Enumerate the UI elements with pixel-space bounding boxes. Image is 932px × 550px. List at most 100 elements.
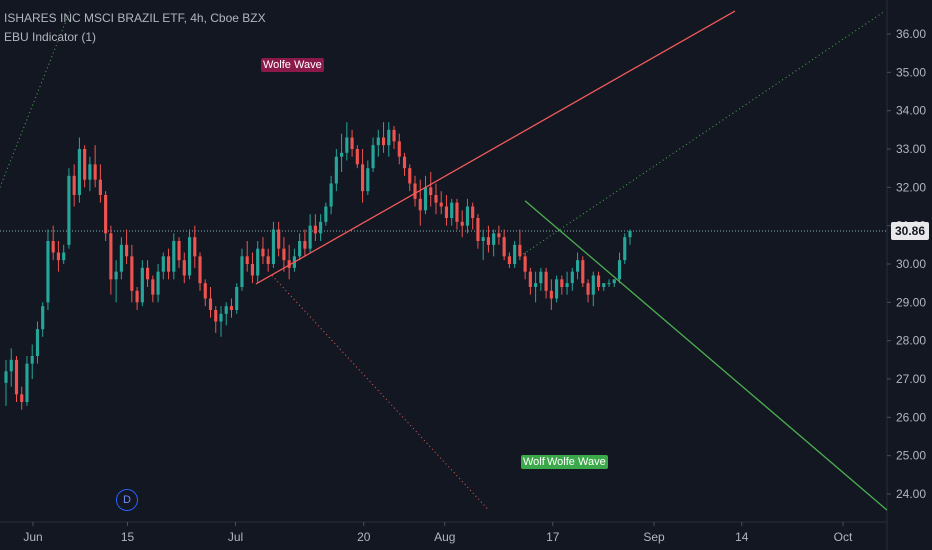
candle-body [423,187,428,211]
candle-body [193,237,197,257]
time-axis-label: Oct [834,530,853,544]
time-axis-label: Jul [228,530,243,544]
candle-body [460,221,464,226]
candle-body [214,310,218,322]
candle-body [203,283,207,299]
candle-body [56,252,61,261]
price-axis-label: 28.00 [896,334,926,348]
wolfe-line-green [524,200,888,511]
price-axis-label: 30.00 [896,257,926,271]
candle-body [507,256,511,265]
time-axis-label: Jun [23,530,42,544]
price-axis-label: 36.00 [896,27,926,41]
candle-body [444,206,449,219]
candle-body [570,271,574,284]
candle-body [146,267,150,280]
candle-body [256,248,260,276]
price-axis-label: 26.00 [896,410,926,424]
candle-body [319,221,323,234]
candle-body [41,306,45,330]
candle-body [229,306,234,311]
candle-body [518,244,522,257]
candle-body [402,156,407,169]
candle-body [465,206,470,226]
candle-body [30,356,34,364]
candle-body [381,137,386,146]
candle-body [298,241,302,257]
candle-body [67,175,71,245]
candle-body [177,241,181,261]
candle-body [182,260,186,276]
chart-title: ISHARES INC MSCI BRAZIL ETF, 4h, Cboe BZ… [4,11,266,25]
candle-body [350,137,354,150]
candle-body [481,237,485,242]
candle-body [88,164,92,180]
candle-body [334,156,338,184]
candle-body [14,359,19,395]
candle-body [513,244,517,265]
candle-body [612,279,616,284]
candle-body [83,149,87,180]
candle-body [366,168,370,192]
candle-body [387,129,391,146]
candle-body [303,241,307,249]
candle-body [161,256,165,272]
time-axis-label: 15 [121,530,135,544]
wolfe-wave-label-top: Wolfe Wave [261,58,324,72]
dividend-badge[interactable]: D [116,489,138,511]
candle-body [418,198,422,211]
candle-body [497,233,501,238]
candle-body [219,313,223,322]
candle-body [245,256,249,265]
candle-body [140,267,144,303]
price-axis-label: 25.00 [896,449,926,463]
candle-body [235,287,239,311]
candle-body [528,271,532,288]
candle-body [492,233,496,245]
candle-body [450,202,454,219]
price-axis-label: 29.00 [896,295,926,309]
time-axis-label: 20 [357,530,371,544]
wolfe-dotted-line-red [271,275,489,510]
price-axis-label: 27.00 [896,372,926,386]
candle-body [4,371,8,383]
wolfe-dotted-line-green [519,10,886,257]
candle-body [224,306,228,314]
candle-body [586,283,590,295]
candle-body [135,290,139,303]
candle-body [596,275,601,288]
candle-body [429,187,433,196]
candle-body [266,256,270,265]
candle-body [575,260,580,272]
last-price-label: 30.86 [891,222,929,240]
candle-body [617,260,622,280]
candle-body [261,248,265,257]
candle-body [46,241,50,303]
candle-body [104,195,108,234]
candle-body [502,237,506,257]
indicator-label[interactable]: EBU Indicator (1) [4,30,97,44]
candle-body [130,256,134,291]
candle-body [340,152,344,157]
candle-body [35,329,40,357]
candle-body [240,256,244,288]
candle-body [156,271,160,295]
candle-body [581,260,585,284]
candle-body [549,290,553,299]
candle-body [250,264,255,276]
candle-body [523,256,527,272]
candle-body [271,229,276,265]
candle-body [20,394,24,403]
candle-body [565,283,569,288]
candle-body [413,183,417,199]
candle-body [355,149,359,165]
time-axis-label: 17 [546,530,560,544]
candle-body [434,195,438,203]
candle-body [25,363,29,403]
candle-body [109,233,113,280]
candle-body [623,237,627,261]
candle-body [98,179,102,196]
candle-body [277,229,281,249]
candle-body [376,137,380,146]
